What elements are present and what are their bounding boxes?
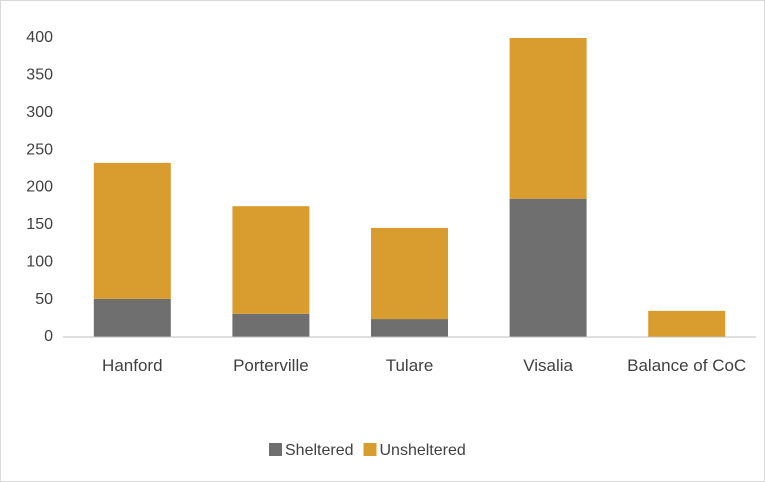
y-tick-label: 350	[26, 67, 53, 84]
bar-segment	[509, 38, 587, 199]
y-tick-label: 400	[26, 29, 53, 46]
bar-segment	[93, 162, 171, 299]
x-tick-label: Visalia	[523, 356, 573, 375]
bar-segment	[93, 298, 171, 337]
legend-label: Sheltered	[285, 442, 354, 459]
x-tick-label: Balance of CoC	[627, 356, 747, 375]
y-tick-label: 0	[44, 328, 53, 345]
x-tick-label: Hanford	[102, 356, 163, 375]
y-tick-label: 150	[26, 216, 53, 233]
bar-segment	[232, 206, 310, 314]
legend-swatch	[269, 443, 282, 456]
bar-segment	[232, 313, 310, 337]
x-tick-label: Tulare	[385, 356, 434, 375]
y-tick-label: 200	[26, 179, 53, 196]
y-tick-label: 300	[26, 104, 53, 121]
y-tick-label: 250	[26, 141, 53, 158]
bar-segment	[509, 198, 587, 337]
bar-segment	[648, 310, 726, 337]
y-tick-label: 100	[26, 253, 53, 270]
legend-swatch	[363, 443, 377, 456]
bar-segment	[371, 227, 448, 320]
x-tick-label: Porterville	[233, 356, 309, 375]
bar-segment	[371, 319, 448, 337]
y-tick-label: 50	[35, 291, 53, 308]
legend-label: Unsheltered	[380, 442, 466, 459]
